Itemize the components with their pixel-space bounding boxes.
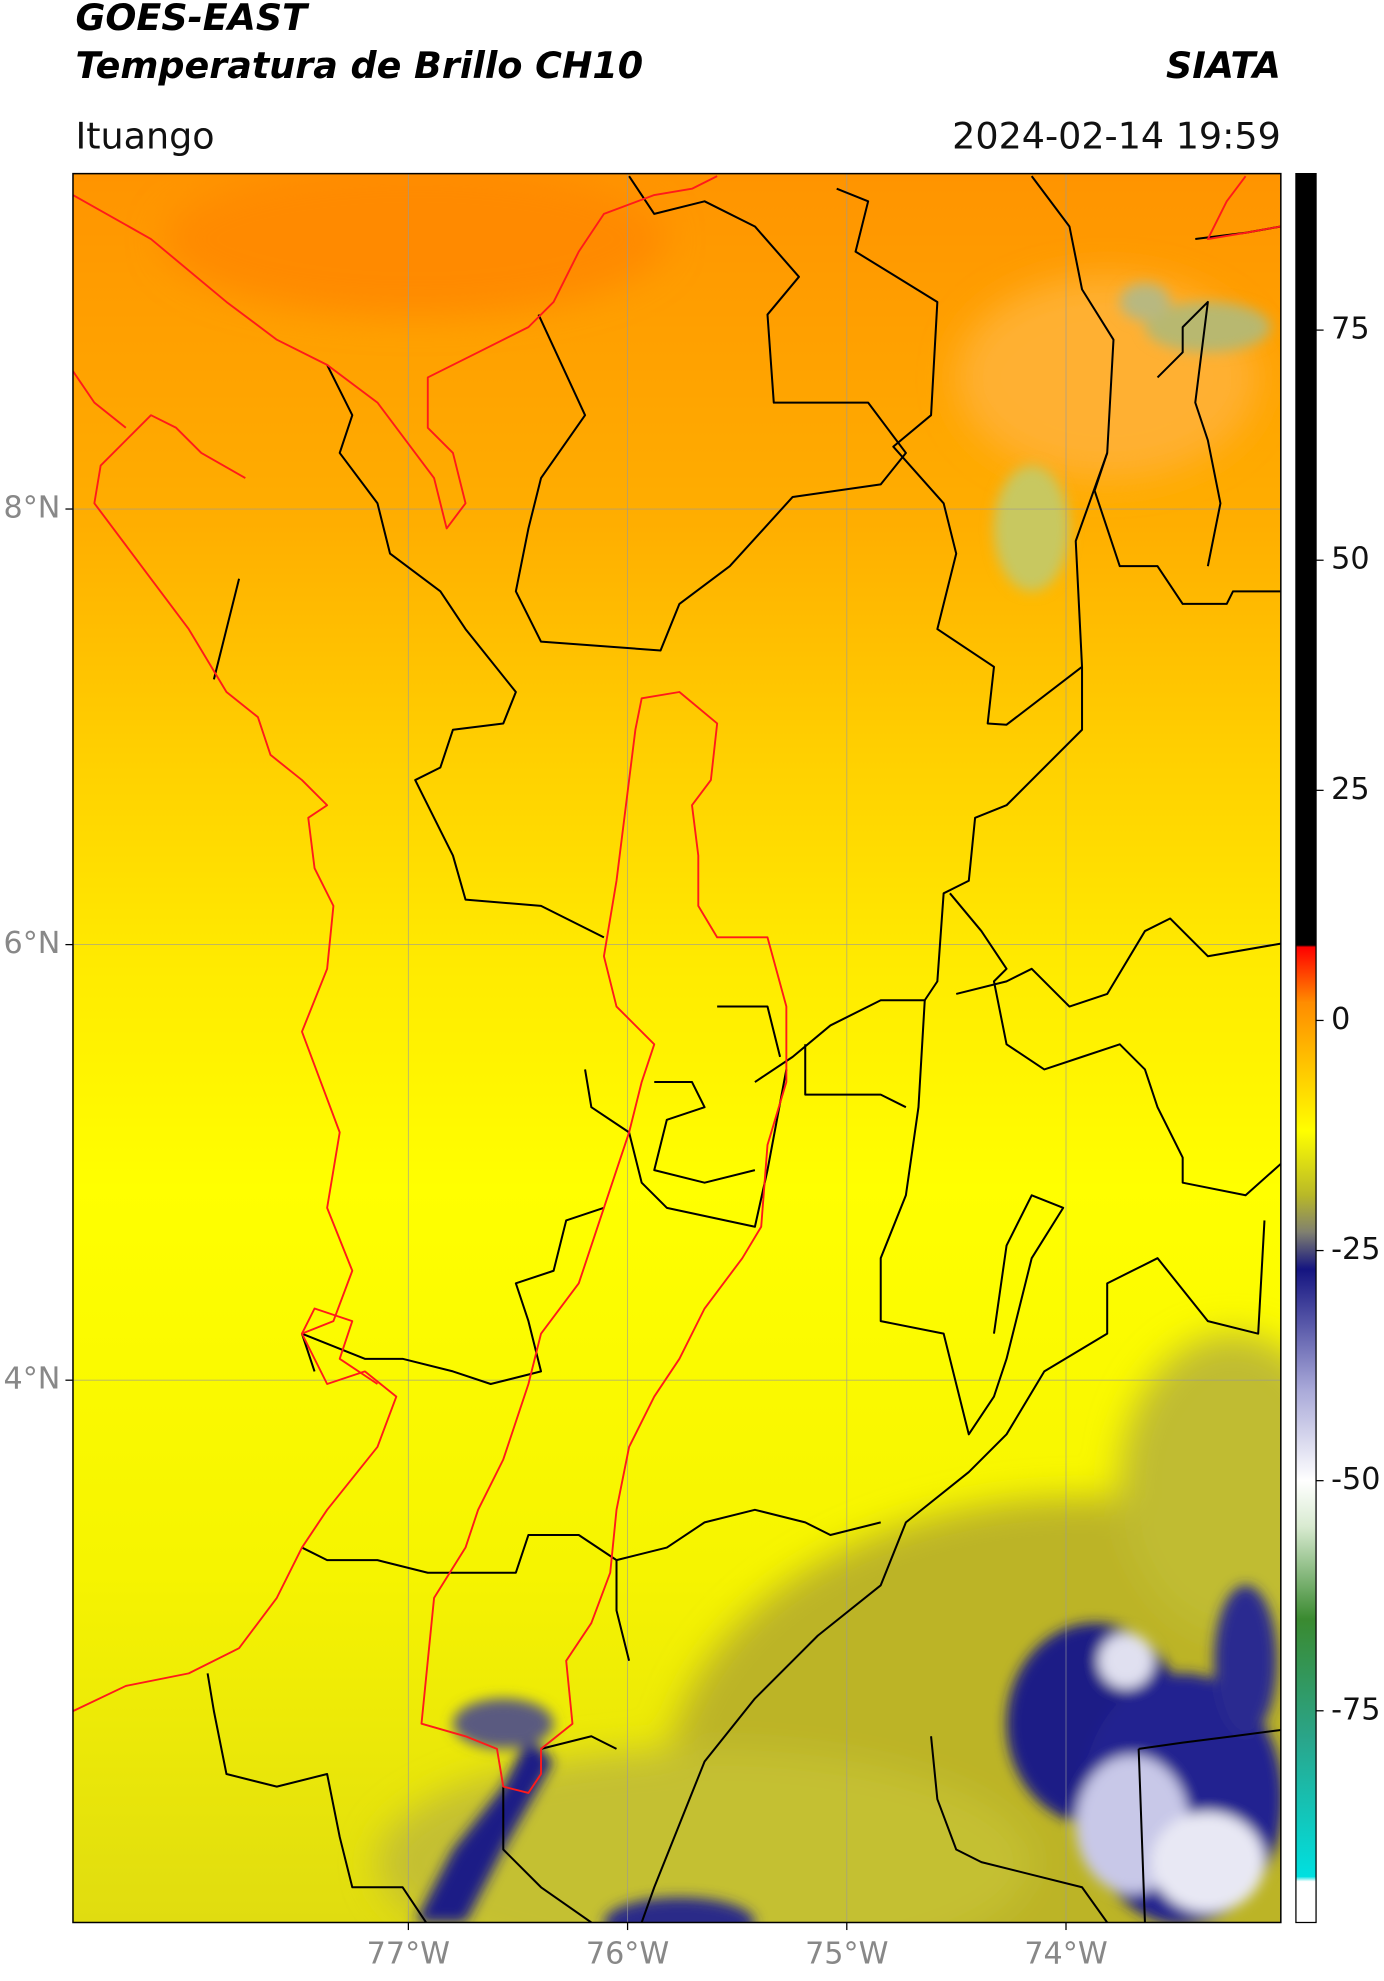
colorbar-tick-label: 0 <box>1331 1002 1350 1037</box>
x-tick-label: 74°W <box>1024 1937 1107 1972</box>
colorbar-segment <box>1295 1876 1317 1882</box>
colorbar-segment <box>1295 1232 1317 1270</box>
colorbar: 75 50 25 0 -25 -50 -75 <box>1295 173 1380 1923</box>
colorbar-tick-label: -50 <box>1331 1462 1380 1497</box>
colorbar-tick-label: 50 <box>1331 542 1369 577</box>
datetime: 2024-02-14 19:59 <box>952 114 1281 157</box>
colorbar-tick-label: -75 <box>1331 1692 1380 1727</box>
colorbar-segment <box>1295 1618 1317 1739</box>
axes: 77°W 76°W 75°W 74°W 8°N 6°N 4°N <box>4 491 1108 1972</box>
colorbar-segment <box>1295 1738 1317 1877</box>
colorbar-segment <box>1295 1002 1317 1132</box>
colorbar-segment <box>1295 1881 1317 1923</box>
colorbar-tick-label: 75 <box>1331 312 1369 347</box>
x-tick-label: 76°W <box>586 1937 669 1972</box>
location: Ituango <box>75 114 214 157</box>
colorbar-tick-label: 25 <box>1331 772 1369 807</box>
colorbar-segment <box>1295 1388 1317 1482</box>
y-tick-label: 4°N <box>4 1362 61 1397</box>
x-tick-label: 75°W <box>805 1937 888 1972</box>
brand: SIATA <box>1166 44 1281 87</box>
colorbar-segment <box>1295 1195 1317 1233</box>
colorbar-segment <box>1295 1130 1317 1196</box>
colorbar-segment <box>1295 1480 1317 1528</box>
colorbar-segment <box>1295 946 1317 1003</box>
title: GOES-EAST <box>75 0 310 39</box>
colorbar-frame <box>1295 172 1317 1924</box>
colorbar-segment <box>1295 1526 1317 1620</box>
map <box>72 173 1281 1923</box>
y-tick-label: 6°N <box>4 926 61 961</box>
colorbar-segment <box>1295 944 1317 948</box>
coastline-and-region <box>72 175 1281 1794</box>
map-frame <box>72 172 1282 1924</box>
colorbar-segment <box>1295 1268 1317 1390</box>
subtitle: Temperatura de Brillo CH10 <box>75 44 643 87</box>
colorbar-segment <box>1295 173 1317 946</box>
graticule <box>72 173 1281 1923</box>
colorbar-tick-label: -25 <box>1331 1232 1380 1267</box>
x-tick-label: 77°W <box>367 1937 450 1972</box>
y-tick-label: 8°N <box>4 491 61 526</box>
